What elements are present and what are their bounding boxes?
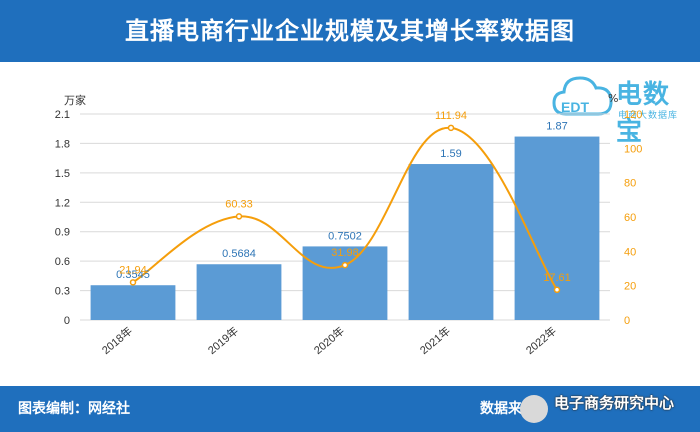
y2-tick-label: 100 — [624, 143, 642, 155]
x-axis: 2018年 2019年 2020年 2021年 2022年 — [99, 324, 559, 358]
wechat-watermark: 电子商务研究中心 — [520, 390, 696, 428]
y-tick-label: 0.9 — [55, 227, 70, 239]
line-value-label: 111.94 — [435, 110, 467, 122]
y2-tick-label: 80 — [624, 178, 636, 190]
y2-tick-label: 20 — [624, 281, 636, 293]
bar-value-labels: 0.3545 0.5684 0.7502 1.59 1.87 — [116, 121, 568, 282]
footer-credit: 图表编制：网经社 — [18, 401, 130, 417]
y-tick-label: 2.1 — [55, 109, 70, 121]
y2-axis: 0 20 40 60 80 100 120 — [624, 109, 642, 327]
chart-area: 0 0.3 0.6 0.9 1.2 1.5 1.8 2.1 0 20 40 60 80 100 120 2… — [55, 109, 643, 358]
bar-value-label: 1.87 — [546, 121, 567, 133]
y-tick-label: 0 — [64, 315, 70, 327]
wechat-label: 电子商务研究中心 — [554, 394, 675, 412]
line-value-label: 60.33 — [225, 198, 253, 210]
y-tick-label: 0.6 — [55, 256, 70, 268]
wechat-icon — [520, 395, 548, 423]
x-tick-label: 2018年 — [99, 324, 135, 358]
growth-line — [132, 126, 558, 291]
bar — [408, 164, 494, 320]
bar — [302, 246, 388, 320]
line-value-labels: 21.94 60.33 31.98 111.94 17.61 — [119, 110, 571, 284]
header-bar — [0, 0, 700, 62]
x-tick-label: 2019年 — [205, 324, 241, 358]
bar-value-label: 0.3545 — [116, 269, 150, 281]
line-value-label: 17.61 — [543, 272, 571, 284]
chart-title: 直播电商行业企业规模及其增长率数据图 — [125, 17, 575, 45]
line-point — [341, 261, 349, 269]
bar-value-label: 0.5684 — [222, 248, 256, 260]
bar — [90, 285, 176, 320]
y-axis: 0 0.3 0.6 0.9 1.2 1.5 1.8 2.1 — [55, 109, 70, 327]
line-point — [447, 124, 455, 132]
line-value-label: 31.98 — [331, 247, 359, 259]
line-point — [129, 279, 137, 286]
bar-value-label: 0.7502 — [328, 230, 362, 242]
line-point — [553, 286, 561, 294]
x-tick-label: 2021年 — [417, 324, 453, 358]
y-axis-unit: 万家 — [64, 94, 86, 107]
y2-tick-label: 0 — [624, 315, 630, 327]
logo-text: 电数宝 — [616, 80, 671, 147]
logo: EDT 电数宝 电商大数据库 — [552, 68, 694, 147]
x-tick-label: 2022年 — [523, 324, 559, 358]
bar-series — [90, 136, 600, 320]
y-tick-label: 0.3 — [55, 286, 70, 298]
y2-tick-label: 40 — [624, 246, 636, 258]
y2-axis-unit: % — [608, 92, 619, 105]
logo-mark: EDT — [561, 99, 589, 115]
y-tick-label: 1.2 — [55, 197, 70, 209]
bar-value-label: 1.59 — [440, 148, 461, 160]
line-value-label: 21.94 — [119, 264, 147, 276]
y-tick-label: 1.5 — [55, 168, 70, 180]
y2-tick-label: 120 — [624, 109, 642, 121]
cloud-icon: EDT — [552, 76, 613, 116]
bar — [196, 264, 282, 320]
line-point — [235, 213, 243, 220]
logo-subtext: 电商大数据库 — [618, 111, 679, 121]
y2-tick-label: 60 — [624, 212, 636, 224]
line-series — [129, 124, 561, 294]
x-tick-label: 2020年 — [311, 324, 347, 358]
y-tick-label: 1.8 — [55, 138, 70, 150]
